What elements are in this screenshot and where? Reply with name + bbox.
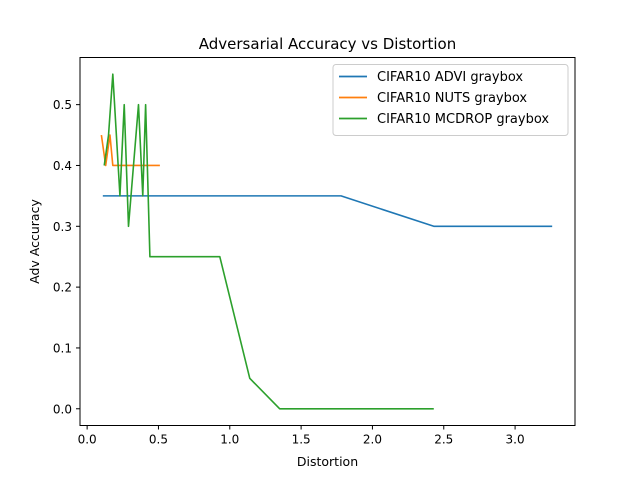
x-tick-label: 0.0	[78, 433, 97, 447]
y-tick-label: 0.3	[53, 220, 72, 234]
x-tick-label: 0.5	[149, 433, 168, 447]
y-tick-label: 0.0	[53, 402, 72, 416]
y-tick-label: 0.4	[53, 159, 72, 173]
legend-label: CIFAR10 MCDROP graybox	[377, 112, 549, 127]
y-tick-label: 0.1	[53, 341, 72, 355]
x-tick-label: 3.0	[506, 433, 525, 447]
y-tick-label: 0.5	[53, 98, 72, 112]
legend: CIFAR10 ADVI graybox CIFAR10 NUTS graybox…	[332, 64, 569, 136]
y-tick-label: 0.2	[53, 281, 72, 295]
legend-label: CIFAR10 NUTS graybox	[377, 91, 527, 106]
plot-lines	[100, 73, 553, 410]
chart-title: Adversarial Accuracy vs Distortion	[199, 35, 456, 53]
x-tick-label: 2.0	[363, 433, 382, 447]
x-tick-label: 1.5	[292, 433, 311, 447]
series-line-0	[102, 195, 553, 228]
x-axis: 0.0 0.5 1.0 1.5 2.0 2.5 3.0	[78, 425, 525, 447]
y-axis-title: Adv Accuracy	[27, 199, 42, 284]
x-axis-title: Distortion	[297, 454, 358, 469]
x-tick-label: 1.0	[220, 433, 239, 447]
legend-box	[332, 64, 569, 136]
series-line-1	[100, 134, 160, 167]
legend-label: CIFAR10 ADVI graybox	[377, 70, 523, 85]
series-line-2	[103, 73, 434, 410]
plot-frame	[79, 57, 576, 426]
y-axis: 0.0 0.1 0.2 0.3 0.4 0.5	[53, 98, 80, 416]
x-tick-label: 2.5	[434, 433, 453, 447]
